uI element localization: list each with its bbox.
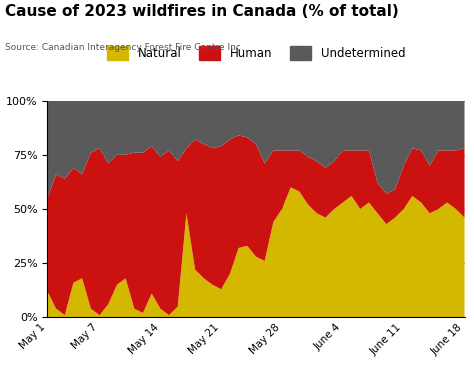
- Legend: Natural, Human, Undetermined: Natural, Human, Undetermined: [102, 41, 410, 65]
- Text: Source: Canadian Interagency Forest Fire Centre Inc.: Source: Canadian Interagency Forest Fire…: [5, 43, 244, 51]
- Text: Cause of 2023 wildfires in Canada (% of total): Cause of 2023 wildfires in Canada (% of …: [5, 4, 399, 19]
